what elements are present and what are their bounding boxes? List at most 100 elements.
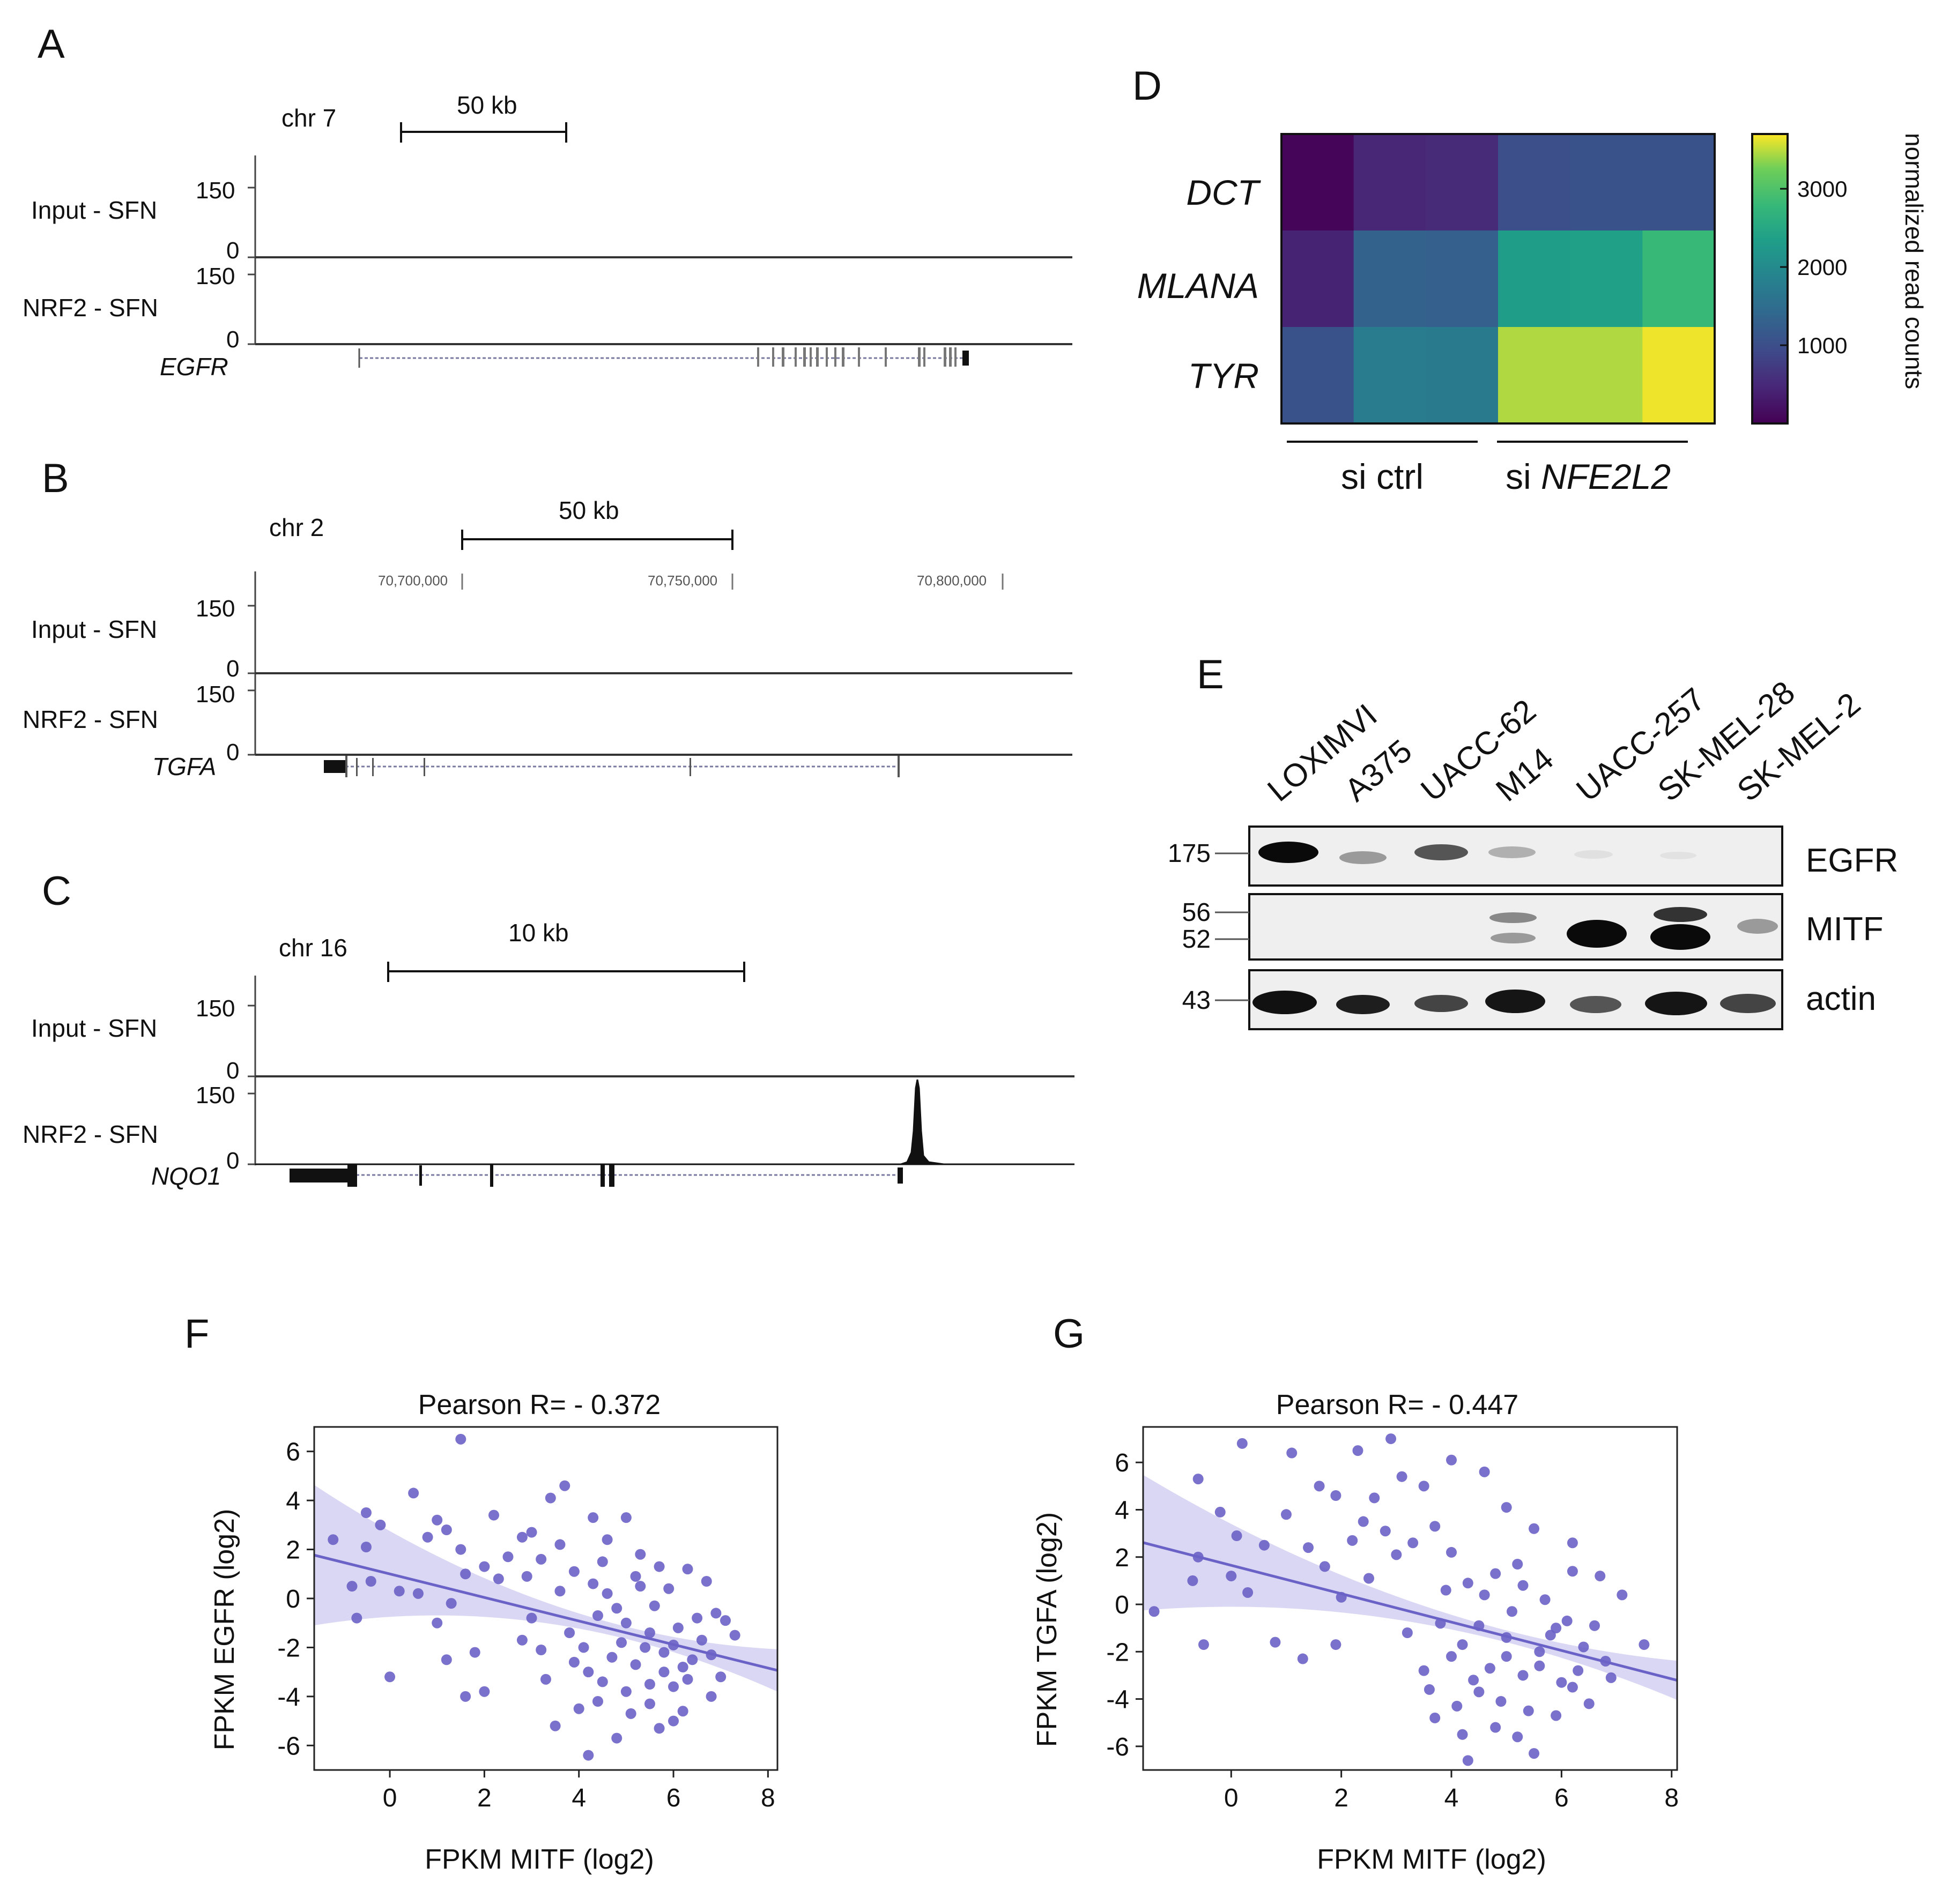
panel-letter-e: E xyxy=(1197,652,1224,697)
data-point xyxy=(365,1576,376,1587)
y-tick-label: -6 xyxy=(1106,1733,1129,1761)
track-ymax: 150 xyxy=(196,681,235,708)
heatmap-cell xyxy=(1642,327,1715,424)
regression-line xyxy=(1143,1541,1678,1682)
data-point xyxy=(455,1433,466,1445)
track-ymin: 0 xyxy=(226,656,239,682)
data-point xyxy=(1286,1447,1298,1459)
data-point xyxy=(1517,1670,1529,1681)
data-point xyxy=(1462,1578,1473,1589)
heatmap-cell xyxy=(1353,327,1426,424)
heatmap-cell xyxy=(1281,327,1354,424)
input-track-label: Input - SFN xyxy=(31,196,157,224)
data-point xyxy=(1303,1542,1314,1553)
data-point xyxy=(493,1573,504,1585)
data-point xyxy=(620,1512,632,1523)
data-point xyxy=(568,1566,580,1577)
data-point xyxy=(1446,1546,1457,1558)
data-point xyxy=(384,1671,396,1683)
nrf2-peak-signal xyxy=(255,1079,1074,1165)
data-point xyxy=(668,1715,679,1727)
data-point xyxy=(588,1578,599,1589)
heatmap-row-label: TYR xyxy=(1188,356,1259,396)
data-point xyxy=(620,1617,632,1628)
band xyxy=(1570,996,1621,1013)
data-point xyxy=(1226,1571,1237,1582)
confidence-band xyxy=(1143,1475,1677,1700)
band xyxy=(1650,924,1710,950)
y-tick-label: -4 xyxy=(277,1683,300,1712)
data-point xyxy=(1352,1445,1363,1456)
data-point xyxy=(559,1480,570,1491)
gene-utr xyxy=(962,351,969,366)
data-point xyxy=(1440,1585,1451,1596)
data-point xyxy=(1270,1637,1281,1648)
data-point xyxy=(554,1539,566,1550)
mw-marker: 175 xyxy=(1168,839,1211,868)
data-point xyxy=(644,1698,655,1709)
data-point xyxy=(1258,1539,1270,1551)
x-tick-label: 8 xyxy=(761,1784,775,1812)
y-axis-label: FPKM EGFR (log2) xyxy=(209,1509,240,1751)
data-point xyxy=(715,1671,727,1683)
scale-bar-label: 50 kb xyxy=(559,496,619,524)
data-point xyxy=(1192,1474,1204,1485)
data-point xyxy=(1402,1627,1413,1638)
data-point xyxy=(488,1509,500,1521)
data-point xyxy=(630,1659,641,1670)
data-point xyxy=(597,1556,608,1567)
band xyxy=(1654,907,1707,922)
heatmap-cell xyxy=(1353,134,1426,231)
scatter-title: Pearson R= - 0.447 xyxy=(1276,1389,1518,1420)
data-point xyxy=(1236,1438,1248,1449)
data-point xyxy=(1501,1502,1512,1513)
data-point xyxy=(432,1514,443,1526)
panel-d: D DCT MLANA TYR si ctrl si NFE2L2 3000 20… xyxy=(1132,63,1928,496)
x-axis-label: FPKM MITF (log2) xyxy=(1317,1844,1546,1875)
x-tick-label: 0 xyxy=(1224,1784,1239,1812)
data-point xyxy=(1418,1481,1429,1492)
band xyxy=(1737,919,1778,934)
y-tick-label: -2 xyxy=(1106,1638,1129,1667)
panel-f: F Pearson R= - 0.372 0 2 4 6 8 6 4 2 0 -2 -4 -6 FPK… xyxy=(184,1311,779,1875)
data-point xyxy=(682,1564,693,1575)
y-tick-label: 0 xyxy=(1115,1591,1129,1619)
data-point xyxy=(672,1622,684,1633)
data-point xyxy=(1330,1639,1341,1650)
data-point xyxy=(658,1647,670,1658)
data-point xyxy=(654,1561,665,1572)
heatmap-cell xyxy=(1281,134,1354,231)
group-label-prefix: si xyxy=(1506,457,1541,496)
data-point xyxy=(592,1610,603,1621)
band xyxy=(1720,994,1776,1013)
data-point xyxy=(1479,1466,1490,1477)
data-point xyxy=(1605,1672,1617,1683)
data-point xyxy=(644,1627,655,1638)
data-point xyxy=(540,1674,551,1685)
data-point xyxy=(1506,1606,1517,1617)
coordinate-label: 70,750,000 xyxy=(648,572,717,589)
heatmap-cell xyxy=(1570,134,1643,231)
gene-utr xyxy=(290,1169,349,1182)
panel-c: C chr 16 10 kb Input - SFN 150 0 NRF2 - … xyxy=(23,868,1074,1190)
track-ymin: 0 xyxy=(226,739,239,765)
data-point xyxy=(1639,1639,1650,1650)
data-point xyxy=(1446,1651,1457,1662)
data-point xyxy=(701,1576,712,1587)
band xyxy=(1567,920,1627,948)
data-point xyxy=(1407,1537,1419,1549)
data-point xyxy=(526,1612,537,1624)
data-point xyxy=(1589,1620,1600,1631)
data-point xyxy=(1358,1516,1369,1527)
data-point xyxy=(1551,1710,1562,1721)
heatmap-cell xyxy=(1426,230,1499,328)
track-ymax: 150 xyxy=(196,1082,235,1109)
scale-bar-label: 10 kb xyxy=(508,919,569,947)
panel-letter-b: B xyxy=(42,456,69,501)
data-point xyxy=(687,1654,698,1665)
data-point xyxy=(1512,1731,1523,1743)
data-point xyxy=(611,1603,622,1614)
band xyxy=(1252,991,1317,1014)
coordinate-label: 70,800,000 xyxy=(917,572,987,589)
